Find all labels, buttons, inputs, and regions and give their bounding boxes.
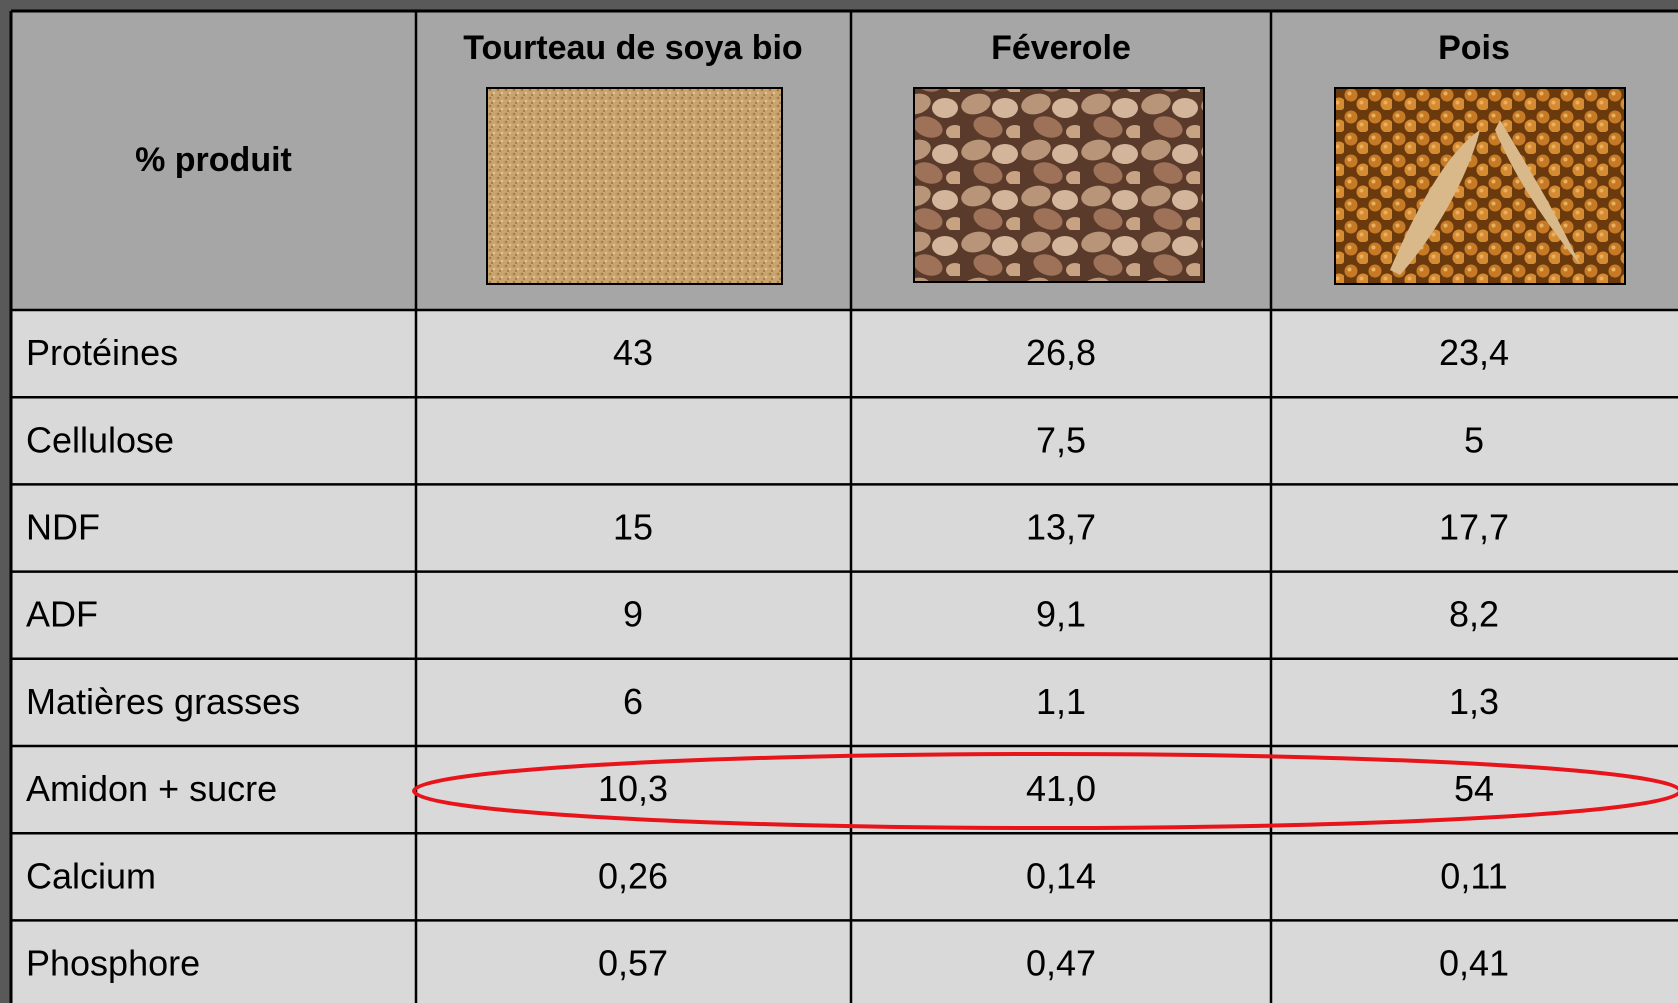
cell-value: 0,26 [598,855,668,896]
cell-value: 6 [623,681,643,722]
cell-value: 15 [613,507,653,548]
cell-value: 43 [613,332,653,373]
cell-value: 26,8 [1026,332,1096,373]
body-background [11,310,1678,1003]
cell-value: 23,4 [1439,332,1509,373]
cell-value: 0,14 [1026,855,1096,896]
grid [9,9,1678,1003]
cell-value: 1,1 [1036,681,1086,722]
faba-bean-image [913,87,1205,283]
cell-value: 10,3 [598,768,668,809]
row-label: Phosphore [26,943,200,984]
cell-value: 9 [623,594,643,635]
cell-value: 17,7 [1439,507,1509,548]
cell-value: 13,7 [1026,507,1096,548]
cells: % produit Tourteau de soya bio Féverole Poi… [26,29,1510,984]
row-label: Calcium [26,855,156,896]
row-label: Protéines [26,332,178,373]
cell-value: 7,5 [1036,419,1086,460]
pod [1495,120,1580,265]
pea-image [1334,87,1626,285]
highlight-ellipse [412,752,1678,830]
cell-value: 5 [1464,419,1484,460]
pod [1390,130,1480,275]
header-cell: Tourteau de soya bio [463,29,802,67]
row-label: ADF [26,594,98,635]
cell-value: 0,41 [1439,943,1509,984]
row-label: Cellulose [26,419,174,460]
cell-value: 0,47 [1026,943,1096,984]
cell-value: 41,0 [1026,768,1096,809]
header-cell: % produit [135,141,292,179]
header-cell: Pois [1438,29,1510,67]
cell-value: 9,1 [1036,594,1086,635]
header-cell: Féverole [991,29,1131,67]
cell-value: 0,57 [598,943,668,984]
row-label: NDF [26,507,100,548]
row-label: Matières grasses [26,681,300,722]
row-label: Amidon + sucre [26,768,277,809]
cell-value: 54 [1454,768,1494,809]
soy-meal-image [486,87,783,285]
cell-value: 0,11 [1440,855,1507,896]
cell-value: 8,2 [1449,594,1499,635]
cell-value: 1,3 [1449,681,1499,722]
